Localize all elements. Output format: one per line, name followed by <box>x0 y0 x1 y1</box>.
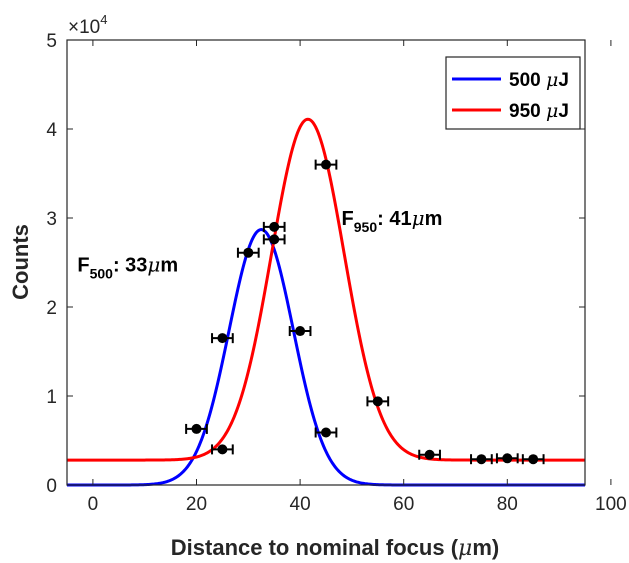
x-tick-label: 80 <box>497 494 518 515</box>
x-axis-label-mu: μ <box>458 536 472 561</box>
legend-label-500-value: 500 <box>509 70 546 91</box>
plot-frame <box>66 39 586 486</box>
legend-label-500: 500 μJ <box>509 69 569 91</box>
point-marker <box>502 453 513 464</box>
y-tick-label: 1 <box>46 387 57 408</box>
x-tick-label: 60 <box>393 494 414 515</box>
x-tick-label: 0 <box>88 494 99 515</box>
data-point <box>314 427 338 438</box>
legend-label-500-mu: μ <box>546 69 558 91</box>
annotation-f500-subscript: 500 <box>90 265 114 281</box>
point-marker <box>269 221 280 232</box>
x-tick-label: 40 <box>290 494 311 515</box>
data-point <box>288 326 312 337</box>
annotation-f500-base: F <box>77 254 89 276</box>
annotation-f950: F950: 41μm <box>342 206 443 235</box>
annotation-f500-mu: μ <box>147 252 160 276</box>
axis-tick-labels: 0 20 40 60 80 100 0 1 2 3 4 5 <box>46 31 626 515</box>
y-tick-label: 2 <box>46 298 57 319</box>
data-point <box>470 454 493 465</box>
point-marker <box>269 234 280 245</box>
y-tick-label: 4 <box>46 120 57 141</box>
y-tick-label: 0 <box>46 476 57 497</box>
legend: 500 μJ 950 μJ <box>445 56 581 130</box>
data-point <box>366 396 390 407</box>
y-axis-label: Counts <box>8 224 33 300</box>
annotation-f500-unit: m <box>160 254 178 276</box>
legend-box <box>445 56 581 130</box>
data-point <box>521 454 545 465</box>
point-marker <box>217 444 228 455</box>
legend-label-950-mu: μ <box>546 100 558 122</box>
annotation-f950-mu: μ <box>412 206 425 230</box>
y-tick-label: 5 <box>46 31 57 52</box>
x-axis-label-unit: m) <box>472 535 499 560</box>
point-marker <box>476 454 487 465</box>
annotation-f500: F500: 33μm <box>77 252 178 281</box>
data-point <box>314 159 338 170</box>
data-point <box>185 423 208 434</box>
x-axis-label: Distance to nominal focus (μm) <box>171 535 499 561</box>
data-point <box>262 234 286 245</box>
point-marker <box>528 454 539 465</box>
y-exponent-label: ×104 <box>68 12 107 38</box>
data-point <box>211 444 234 455</box>
data-point <box>236 247 260 258</box>
point-marker <box>372 396 383 407</box>
point-marker <box>295 326 306 337</box>
point-marker <box>321 427 331 438</box>
x-tick-label: 20 <box>186 494 207 515</box>
x-axis-label-main: Distance to nominal focus ( <box>171 535 459 560</box>
point-marker <box>217 333 228 344</box>
y-tick-label: 3 <box>46 209 57 230</box>
data-points <box>185 159 545 465</box>
point-marker <box>243 247 254 258</box>
legend-label-950-unit: J <box>558 101 569 122</box>
x-tick-label: 100 <box>595 494 627 515</box>
fit-curve-950 <box>67 117 585 462</box>
annotation-f950-subscript: 950 <box>354 219 378 235</box>
annotation-f500-value: : 33 <box>113 254 147 276</box>
data-point <box>495 453 519 464</box>
point-marker <box>321 159 331 170</box>
data-point <box>211 333 234 344</box>
point-marker <box>424 449 435 460</box>
annotation-f950-unit: m <box>425 208 443 230</box>
annotation-f950-value: : 41 <box>377 208 411 230</box>
point-marker <box>191 423 202 434</box>
data-point <box>262 221 286 232</box>
annotation-f950-base: F <box>342 208 354 230</box>
data-point <box>418 449 441 460</box>
legend-label-950: 950 μJ <box>509 100 569 122</box>
y-exponent-base: ×10 <box>68 17 100 38</box>
y-exponent-power: 4 <box>100 12 107 27</box>
legend-label-500-unit: J <box>558 70 569 91</box>
legend-label-950-value: 950 <box>509 101 546 122</box>
